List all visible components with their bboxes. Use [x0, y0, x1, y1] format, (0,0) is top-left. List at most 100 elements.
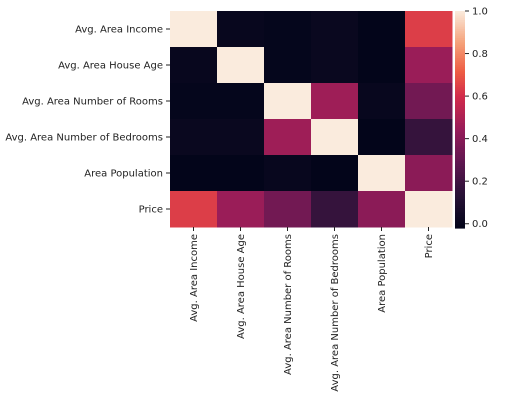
heatmap-cell — [170, 83, 218, 120]
colorbar-segment — [455, 190, 465, 193]
colorbar-segment — [455, 12, 465, 16]
colorbar-segment — [455, 218, 465, 222]
colorbar-segment — [455, 171, 465, 175]
colorbar-segment — [455, 217, 465, 220]
colorbar-segment — [455, 121, 465, 124]
colorbar-tick-label: 0.6 — [472, 92, 488, 103]
colorbar-segment — [455, 152, 465, 155]
colorbar-segment — [455, 117, 465, 121]
colorbar-segment — [455, 213, 465, 216]
colorbar: 0.0 0.2 0.4 0.6 0.8 1.0 — [455, 7, 488, 230]
colorbar-tick-label: 1.0 — [472, 7, 488, 18]
colorbar-segment — [455, 86, 465, 90]
colorbar-tick-label: 0.2 — [472, 177, 488, 188]
colorbar-segment — [455, 177, 465, 180]
colorbar-segment — [455, 153, 465, 157]
column-label: Avg. Area Number of Rooms — [283, 234, 294, 375]
colorbar-segment — [455, 224, 465, 227]
colorbar-segment — [455, 65, 465, 68]
row-label: Avg. Area Income — [75, 25, 163, 36]
colorbar-segment — [455, 206, 465, 209]
colorbar-segment — [455, 30, 465, 34]
colorbar-segment — [455, 130, 465, 133]
colorbar-segment — [455, 77, 465, 81]
colorbar-segment — [455, 175, 465, 178]
heatmap-cell — [405, 119, 453, 156]
colorbar-segment — [455, 143, 465, 146]
heatmap-cell — [405, 83, 453, 120]
heatmap-cell — [358, 119, 406, 156]
colorbar-segment — [455, 21, 465, 25]
column-label: Avg. Area Number of Bedrooms — [330, 234, 341, 392]
colorbar-segment — [455, 179, 465, 182]
heatmap-cell — [217, 155, 265, 192]
colorbar-segment — [455, 186, 465, 189]
colorbar-segment — [455, 74, 465, 77]
heatmap-cell — [217, 11, 265, 48]
colorbar-segment — [455, 220, 465, 224]
heatmap-cell — [358, 11, 406, 48]
heatmap-cell — [217, 119, 265, 156]
heatmap-cell — [170, 47, 218, 84]
colorbar-segment — [455, 148, 465, 151]
colorbar-segment — [455, 184, 465, 188]
colorbar-segment — [455, 70, 465, 74]
heatmap-cell — [358, 47, 406, 84]
colorbar-tick-label: 0.8 — [472, 49, 488, 60]
colorbar-segment — [455, 124, 465, 128]
colorbar-segment — [455, 139, 465, 142]
heatmap-cell — [264, 191, 312, 228]
colorbar-segment — [455, 182, 465, 186]
colorbar-segment — [455, 108, 465, 112]
colorbar-segment — [455, 162, 465, 166]
heatmap-cells — [170, 11, 453, 228]
colorbar-segment — [455, 36, 465, 39]
column-label: Price — [424, 234, 435, 258]
heatmap-cell — [264, 83, 312, 120]
colorbar-segment — [455, 208, 465, 211]
colorbar-tick-label: 0.0 — [472, 219, 488, 230]
colorbar-segment — [455, 76, 465, 79]
column-label: Avg. Area House Age — [236, 234, 247, 339]
colorbar-segment — [455, 94, 465, 97]
colorbar-segment — [455, 115, 465, 119]
colorbar-segment — [455, 132, 465, 135]
colorbar-segment — [455, 188, 465, 191]
colorbar-segment — [455, 197, 465, 200]
colorbar-segment — [455, 81, 465, 84]
heatmap-cell — [311, 191, 359, 228]
heatmap-cell — [264, 119, 312, 156]
heatmap-cell — [405, 11, 453, 48]
colorbar-segment — [455, 90, 465, 93]
colorbar-segment — [455, 52, 465, 55]
colorbar-segment — [455, 97, 465, 101]
colorbar-segment — [455, 61, 465, 65]
heatmap-cell — [358, 191, 406, 228]
colorbar-segment — [455, 209, 465, 213]
colorbar-segment — [455, 226, 465, 229]
colorbar-segment — [455, 173, 465, 177]
colorbar-segment — [455, 47, 465, 50]
colorbar-segment — [455, 32, 465, 36]
colorbar-segment — [455, 85, 465, 88]
colorbar-segment — [455, 110, 465, 113]
colorbar-segment — [455, 27, 465, 30]
colorbar-segment — [455, 23, 465, 27]
colorbar-segment — [455, 215, 465, 218]
heatmap-cell — [405, 191, 453, 228]
colorbar-segment — [455, 99, 465, 103]
heatmap-cell — [170, 11, 218, 48]
colorbar-segment — [455, 95, 465, 99]
colorbar-segment — [455, 56, 465, 59]
colorbar-segment — [455, 114, 465, 117]
row-label: Avg. Area House Age — [58, 61, 163, 72]
colorbar-segment — [455, 14, 465, 18]
colorbar-segment — [455, 105, 465, 108]
column-label: Area Population — [377, 234, 388, 313]
colorbar-segment — [455, 135, 465, 139]
colorbar-tick-label: 0.4 — [472, 134, 488, 145]
colorbar-segment — [455, 88, 465, 92]
row-label: Avg. Area Number of Bedrooms — [5, 133, 163, 144]
column-label: Avg. Area Income — [189, 234, 200, 322]
